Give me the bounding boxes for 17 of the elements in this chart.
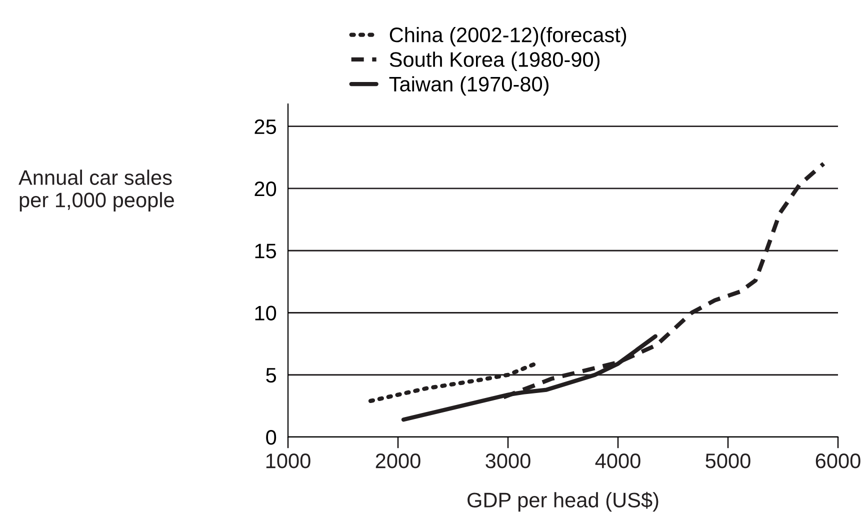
y-tick-label: 5 <box>266 368 276 383</box>
x-tick-label: 5000 <box>706 454 750 468</box>
x-tick-label: 6000 <box>816 454 860 468</box>
y-tick-label: 0 <box>266 430 276 445</box>
legend-label: Taiwan (1970-80) <box>389 76 548 96</box>
legend-label: South Korea (1980-90) <box>390 52 600 72</box>
y-tick-label: 20 <box>254 181 276 196</box>
y-tick-label: 25 <box>254 119 276 134</box>
x-tick-label: 1000 <box>266 454 310 468</box>
x-tick-label: 3000 <box>486 454 530 468</box>
y-axis-title: Annual car sales per 1,000 people <box>18 170 174 212</box>
legend-label: China (2002-12)(forecast) <box>390 26 626 46</box>
x-axis-title: GDP per head (US$) <box>468 492 658 512</box>
x-tick-label: 2000 <box>376 454 420 468</box>
y-tick-label: 15 <box>255 244 276 258</box>
x-tick-label: 4000 <box>595 454 640 468</box>
y-tick-label: 10 <box>255 306 276 320</box>
